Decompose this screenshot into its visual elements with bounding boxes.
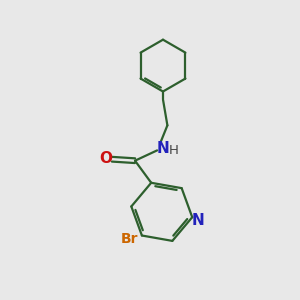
- Text: O: O: [99, 151, 112, 166]
- Text: N: N: [191, 213, 204, 228]
- Text: H: H: [168, 144, 178, 157]
- Text: Br: Br: [121, 232, 138, 246]
- Text: N: N: [157, 140, 169, 155]
